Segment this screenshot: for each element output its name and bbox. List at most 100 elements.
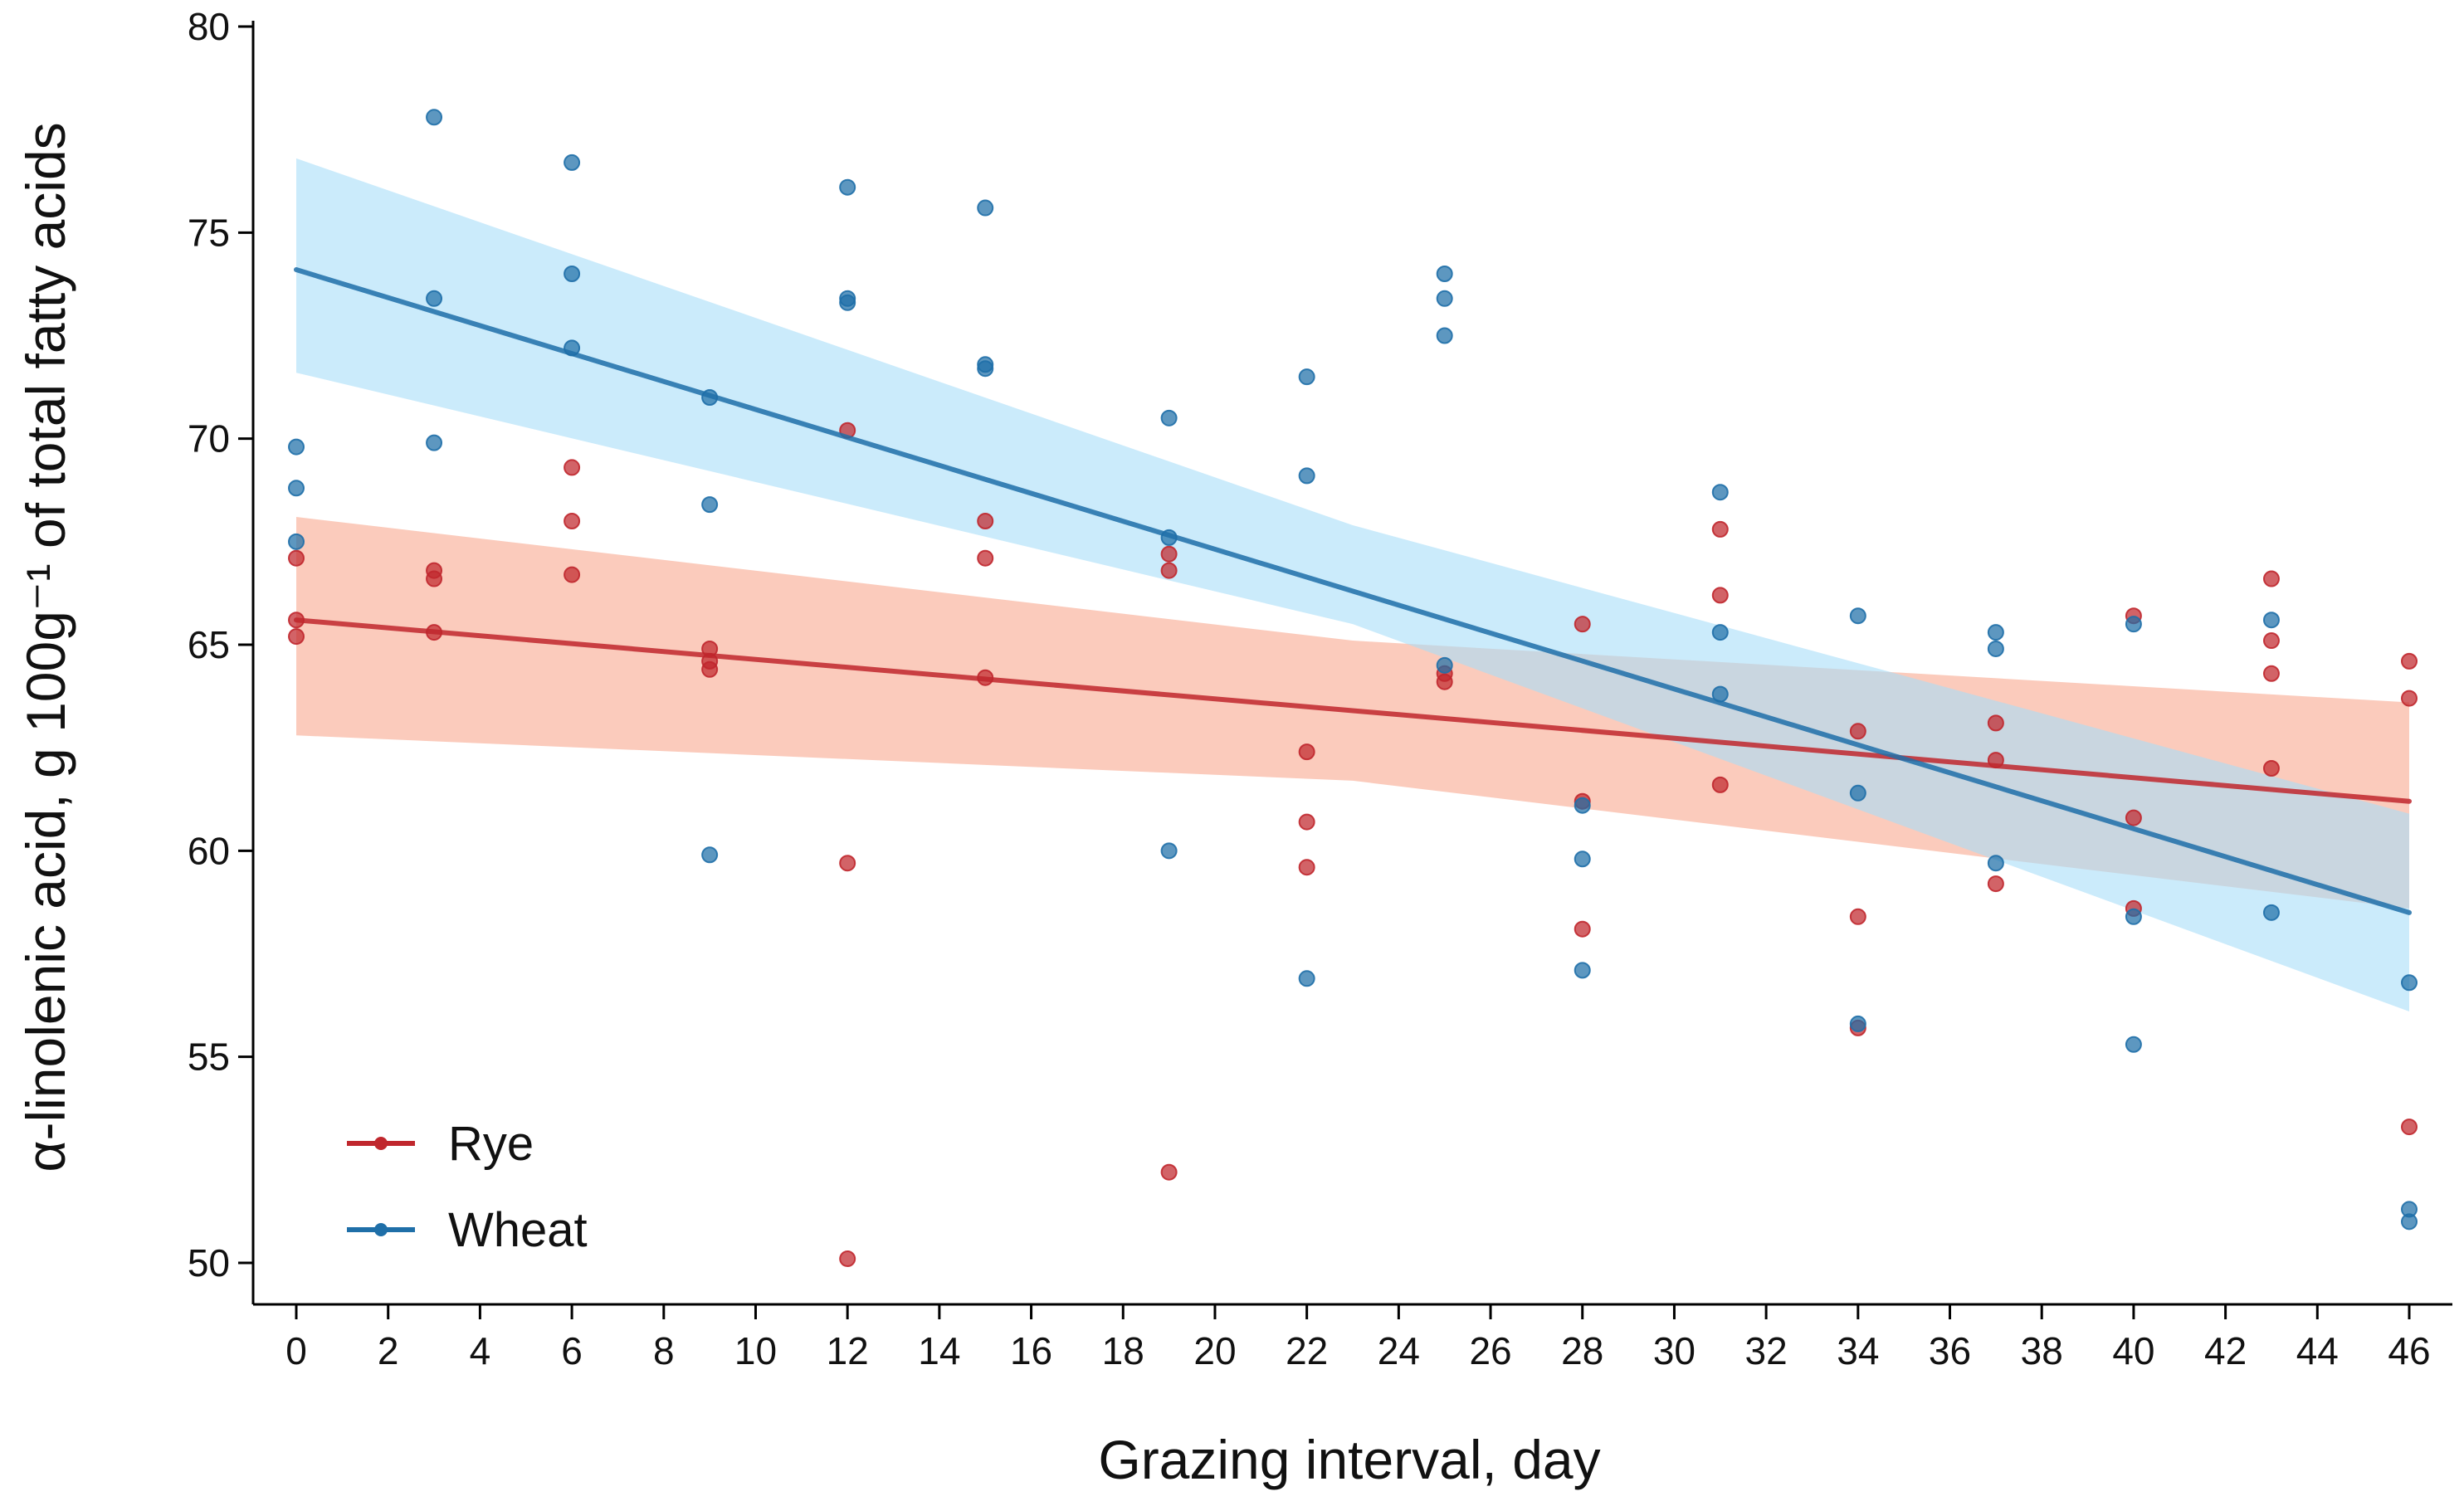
rye-point	[1574, 920, 1591, 938]
x-tick-label: 2	[378, 1329, 399, 1372]
wheat-point	[2262, 612, 2280, 629]
wheat-point	[1298, 970, 1315, 987]
rye-fit-line	[294, 617, 2412, 804]
wheat-point	[2401, 974, 2418, 992]
rye-point	[1298, 859, 1315, 876]
wheat-point	[1987, 640, 2004, 657]
wheat-legend-marker	[374, 1223, 388, 1236]
rye-point	[1711, 587, 1729, 604]
x-tick-label: 0	[285, 1329, 307, 1372]
wheat-point	[564, 154, 581, 171]
rye-legend-marker	[374, 1137, 388, 1150]
rye-point	[564, 459, 581, 476]
rye-point	[2262, 760, 2280, 777]
x-tick-label: 28	[1561, 1329, 1603, 1372]
wheat-point	[1160, 409, 1178, 426]
rye-point	[2262, 665, 2280, 682]
rye-point	[977, 513, 994, 529]
wheat-point	[1298, 368, 1315, 386]
wheat-point	[426, 109, 443, 126]
wheat-point	[1436, 290, 1453, 307]
wheat-point	[1436, 327, 1453, 344]
x-tick-label: 46	[2388, 1329, 2430, 1372]
rye-point	[564, 566, 581, 583]
rye-point	[2125, 809, 2142, 826]
rye-point	[1160, 562, 1178, 579]
fit-lines	[294, 267, 2412, 915]
rye-point	[1298, 743, 1315, 761]
rye-point	[1987, 875, 2004, 893]
x-tick-label: 38	[2021, 1329, 2063, 1372]
x-tick-label: 20	[1193, 1329, 1236, 1372]
wheat-point	[977, 199, 994, 217]
rye-point	[839, 1250, 856, 1268]
wheat-point	[288, 480, 305, 497]
x-tick-label: 6	[561, 1329, 583, 1372]
wheat-confidence-band	[296, 158, 2409, 1012]
wheat-point	[288, 438, 305, 456]
wheat-point	[1160, 842, 1178, 860]
wheat-point	[426, 434, 443, 451]
rye-point	[839, 855, 856, 872]
x-tick-label: 32	[1745, 1329, 1788, 1372]
wheat-point	[1574, 962, 1591, 979]
rye-point	[1849, 723, 1866, 740]
x-tick-label: 4	[470, 1329, 491, 1372]
wheat-point	[1711, 624, 1729, 641]
x-tick-label: 8	[653, 1329, 675, 1372]
x-tick-label: 44	[2296, 1329, 2339, 1372]
wheat-point	[2401, 1213, 2418, 1231]
wheat-point	[2125, 616, 2142, 633]
rye-point	[1987, 714, 2004, 732]
y-tick-label: 80	[188, 5, 230, 48]
rye-point	[564, 513, 581, 529]
x-tick-label: 26	[1469, 1329, 1511, 1372]
x-tick-label: 22	[1286, 1329, 1328, 1372]
rye-point	[2262, 570, 2280, 587]
y-tick-label: 65	[188, 623, 230, 666]
confidence-ribbons	[296, 158, 2409, 1012]
wheat-point	[1574, 850, 1591, 868]
rye-point	[701, 660, 719, 678]
wheat-point	[839, 178, 856, 196]
y-axis-title: α-linolenic acid, g 100g⁻¹ of total fatt…	[15, 122, 76, 1172]
rye-point	[2401, 652, 2418, 670]
wheat-point	[1987, 624, 2004, 641]
rye-point	[1160, 1163, 1178, 1181]
x-tick-label: 36	[1929, 1329, 1971, 1372]
wheat-point	[288, 533, 305, 550]
data-points	[288, 109, 2418, 1268]
wheat-point	[426, 290, 443, 307]
wheat-point	[1298, 467, 1315, 485]
x-tick-label: 18	[1102, 1329, 1144, 1372]
wheat-point	[1436, 656, 1453, 674]
legend: Rye Wheat	[347, 1117, 588, 1257]
y-tick-label: 50	[188, 1241, 230, 1284]
wheat-point	[1711, 484, 1729, 501]
wheat-fit-line	[294, 267, 2412, 915]
rye-point	[288, 628, 305, 646]
rye-point	[2401, 1119, 2418, 1136]
wheat-point	[1849, 1015, 1866, 1032]
rye-point	[1849, 908, 1866, 925]
x-tick-label: 16	[1010, 1329, 1052, 1372]
rye-point	[1711, 520, 1729, 538]
y-tick-label: 75	[188, 211, 230, 254]
wheat-point	[1436, 266, 1453, 282]
x-tick-label: 42	[2204, 1329, 2247, 1372]
x-tick-label: 40	[2112, 1329, 2154, 1372]
rye-legend-label: Rye	[448, 1117, 534, 1171]
rye-point	[2401, 690, 2418, 707]
rye-point	[1298, 813, 1315, 831]
y-tick-label: 55	[188, 1036, 230, 1079]
rye-point	[1436, 673, 1453, 690]
x-tick-label: 10	[734, 1329, 777, 1372]
y-tick-label: 70	[188, 417, 230, 461]
rye-point	[426, 570, 443, 587]
wheat-point	[2125, 1036, 2142, 1053]
wheat-point	[2262, 904, 2280, 921]
wheat-point	[2125, 908, 2142, 925]
rye-point	[288, 549, 305, 567]
